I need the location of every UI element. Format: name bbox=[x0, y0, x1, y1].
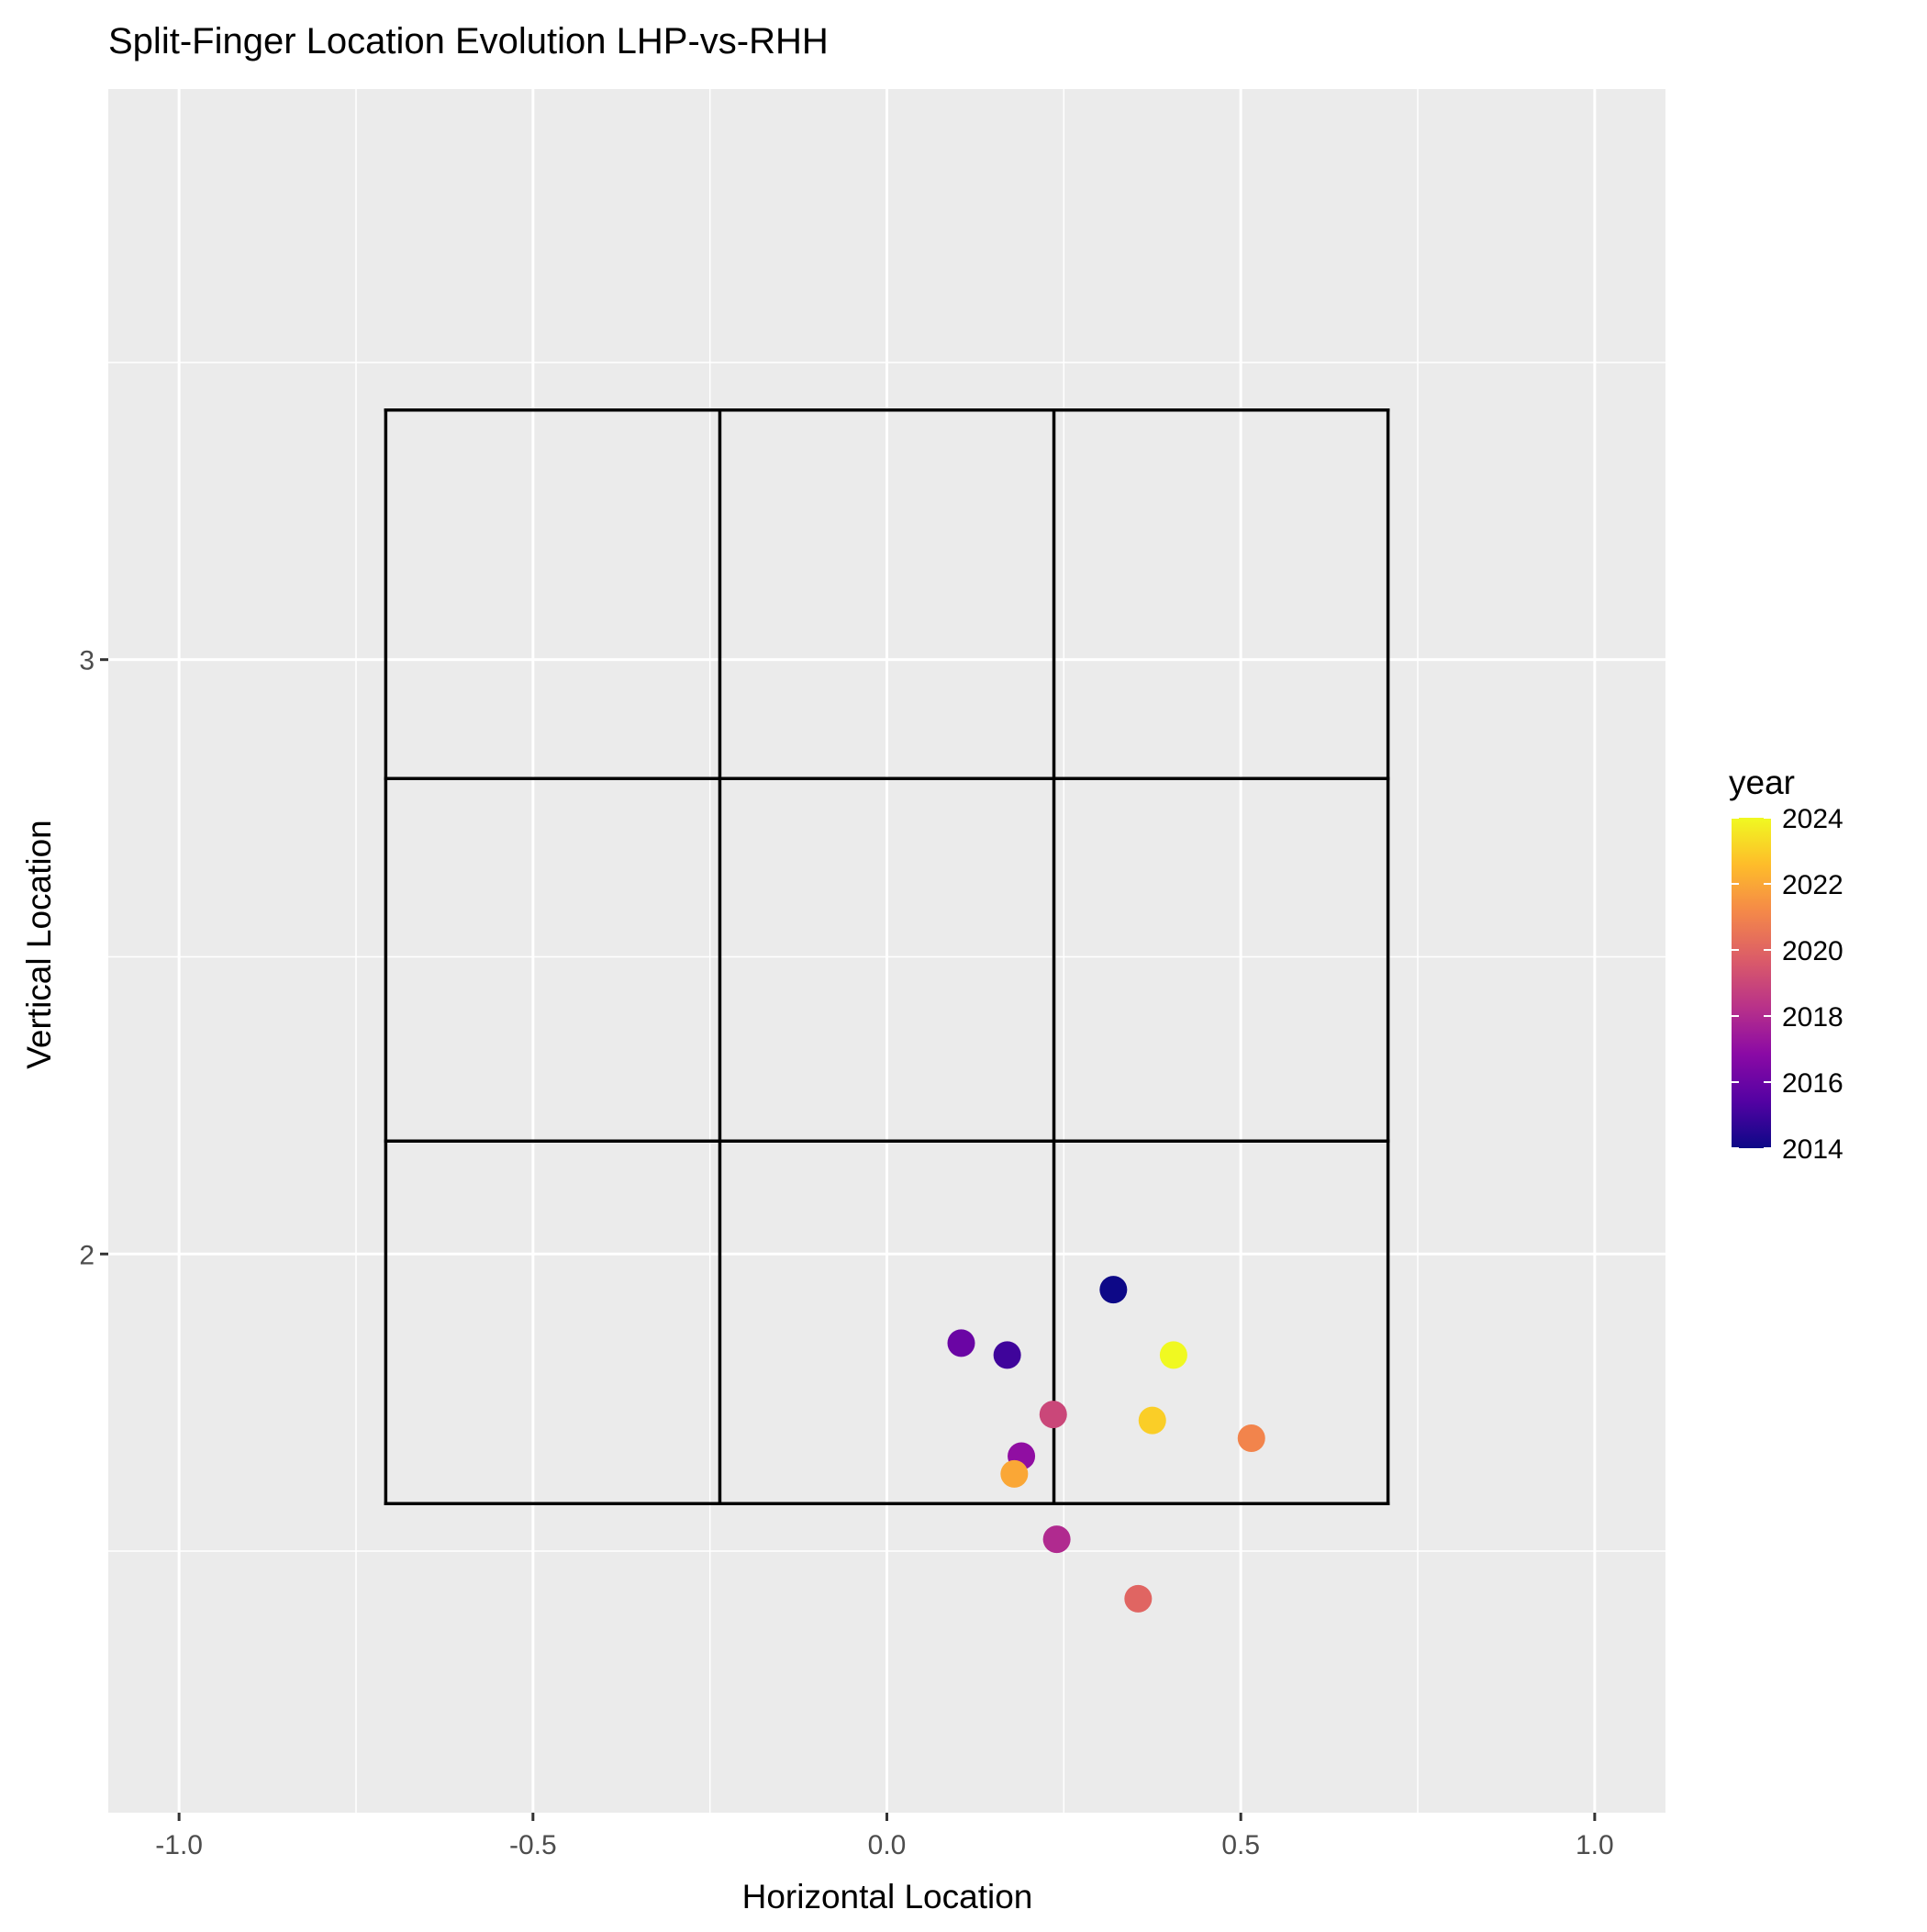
x-tick-label: -0.5 bbox=[509, 1830, 557, 1860]
x-tick-label: -1.0 bbox=[155, 1830, 203, 1860]
x-axis-title: Horizontal Location bbox=[742, 1878, 1033, 1915]
data-point-2014 bbox=[1099, 1276, 1128, 1304]
data-point-2015 bbox=[993, 1341, 1021, 1369]
color-legend: year 2014 2016 2018 2020 2022 2024 bbox=[1729, 764, 1843, 1165]
y-tick-label: 2 bbox=[79, 1240, 95, 1270]
colorbar bbox=[1732, 818, 1771, 1148]
strike-zone bbox=[384, 408, 1390, 1506]
data-point-2023 bbox=[1138, 1406, 1166, 1435]
data-point-2020 bbox=[1124, 1584, 1153, 1613]
data-point-2022 bbox=[1000, 1459, 1029, 1488]
data-point-2016 bbox=[947, 1329, 975, 1357]
data-points bbox=[947, 1276, 1265, 1613]
data-point-2019 bbox=[1039, 1401, 1067, 1429]
x-tick-label: 0.0 bbox=[868, 1830, 907, 1860]
plot-panel bbox=[108, 89, 1665, 1813]
x-tick-label: 1.0 bbox=[1576, 1830, 1614, 1860]
data-point-2018 bbox=[1042, 1525, 1071, 1554]
legend-tick-label: 2020 bbox=[1782, 936, 1843, 966]
legend-tick-label: 2016 bbox=[1782, 1068, 1843, 1099]
axes: -1.0 -0.5 0.0 0.5 1.0 2 3 bbox=[79, 646, 1613, 1860]
legend-tick-label: 2024 bbox=[1782, 804, 1843, 834]
legend-title: year bbox=[1729, 764, 1795, 801]
legend-tick-label: 2022 bbox=[1782, 870, 1843, 900]
y-tick-label: 3 bbox=[79, 646, 95, 676]
y-axis-title: Vertical Location bbox=[20, 820, 58, 1069]
legend-tick-label: 2018 bbox=[1782, 1002, 1843, 1033]
data-point-2021 bbox=[1237, 1424, 1265, 1453]
data-point-2024 bbox=[1159, 1341, 1187, 1369]
legend-tick-label: 2014 bbox=[1782, 1134, 1843, 1165]
chart-title: Split-Finger Location Evolution LHP-vs-R… bbox=[108, 21, 829, 61]
x-tick-label: 0.5 bbox=[1221, 1830, 1260, 1860]
